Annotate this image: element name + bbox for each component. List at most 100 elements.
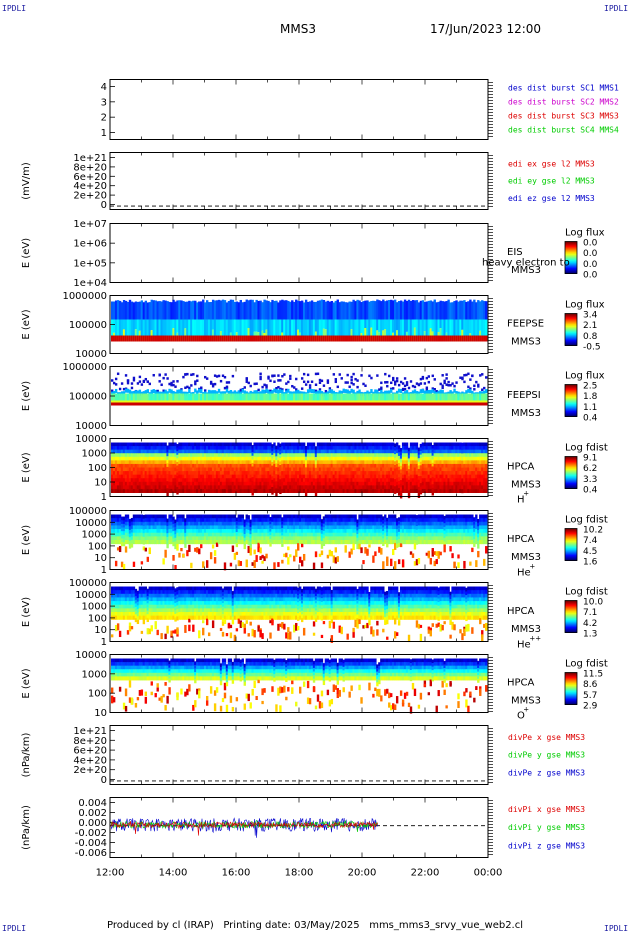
spectro-cell [461,300,464,320]
spectro-cell [386,380,389,384]
spectro-cell [275,335,278,342]
spectro-cell [289,446,292,451]
spectro-cell [302,481,306,486]
spectro-cell [338,478,341,483]
spectro-cell [136,460,140,465]
spectro-cell [239,478,243,483]
spectro-cell [479,442,482,447]
spectro-cell [229,485,233,490]
spectro-cell [241,335,244,342]
spectro-cell [483,446,486,451]
spectro-cell [168,474,171,479]
spectro-cell [392,335,395,342]
spectro-cell [411,335,415,342]
spectro-cell [419,382,423,385]
spectro-cell [364,467,367,472]
spectro-cell [364,460,367,465]
spectro-cell [219,335,223,342]
spectro-cell [207,302,211,320]
spectro-cell [261,385,264,389]
spectro-cell [485,335,488,342]
spectro-cell [253,474,256,479]
spectro-cell [350,375,353,379]
spectro-cell [338,449,341,454]
spectro-cell [172,449,175,454]
colorbar-swatch [565,319,577,322]
spectro-cell [116,525,120,530]
spectro-cell [124,400,128,403]
spectro-cell [342,460,345,465]
spectro-cell [374,453,377,458]
spectro-cell [306,335,310,342]
colorbar-swatch [565,406,577,409]
spectro-cell [374,400,377,403]
spectro-cell [138,488,142,493]
spectro-cell [463,478,466,483]
spectro-cell [237,446,241,451]
spectro-cell [253,442,256,447]
spectro-cell [473,478,476,483]
spectro-cell [463,300,466,320]
spectro-cell [227,463,231,468]
spectro-cell [146,302,149,320]
spectro-cell [392,471,395,476]
spectro-cell [275,319,278,336]
spectro-cell [223,485,227,490]
spectro-cell [463,373,466,377]
spectro-cell [370,319,373,328]
spectro-cell [132,460,136,465]
spectro-cell [269,485,272,490]
spectro-cell [140,442,144,447]
spectro-cell [111,456,114,461]
spectro-cell [231,488,235,493]
spectro-cell [411,442,415,447]
spectro-cell [219,442,223,447]
spectro-cell [293,460,296,465]
spectro-cell [310,335,314,342]
spectro-cell [358,335,361,342]
spectro-cell [118,474,122,479]
spectro-cell [386,456,389,461]
spectro-cell [114,402,118,406]
spectro-cell [392,300,395,320]
spectro-cell [453,301,456,320]
spectro-cell [124,521,128,526]
spectro-cell [417,447,421,452]
spectro-cell [354,467,357,472]
spectro-cell [160,471,163,476]
spectro-cell [445,383,448,386]
spectro-cell [257,460,260,465]
spectro-cell [130,532,134,537]
spectro-cell [251,335,254,342]
spectro-cell [111,301,114,320]
colorbar-swatch [565,398,577,401]
spectro-cell [342,467,345,472]
spectro-cell [429,485,432,490]
spectro-cell [247,488,250,493]
spectro-cell [132,536,136,541]
spectro-cell [148,400,151,403]
spectro-cell [237,481,241,486]
spectro-cell [150,456,153,461]
spectro-cell [132,442,136,447]
colorbar-swatch [565,315,577,318]
spectro-cell [314,449,318,454]
spectro-cell [471,456,474,461]
spectro-cell [403,449,407,454]
spectro-cell [112,381,116,385]
spectro-cell [140,453,144,458]
spectro-cell [415,393,419,401]
spectro-cell [469,467,472,472]
spectro-cell [350,471,353,476]
spectro-cell [156,485,159,490]
spectro-cell [366,485,369,490]
spectro-cell [205,471,209,476]
spectro-cell [423,319,427,332]
spectro-cell [300,485,304,490]
spectro-cell [152,467,155,472]
spectro-cell [463,488,466,493]
spectro-cell [196,319,199,336]
spectro-cell [174,485,177,490]
spectro-cell [144,478,148,483]
spectro-cell [190,335,193,342]
